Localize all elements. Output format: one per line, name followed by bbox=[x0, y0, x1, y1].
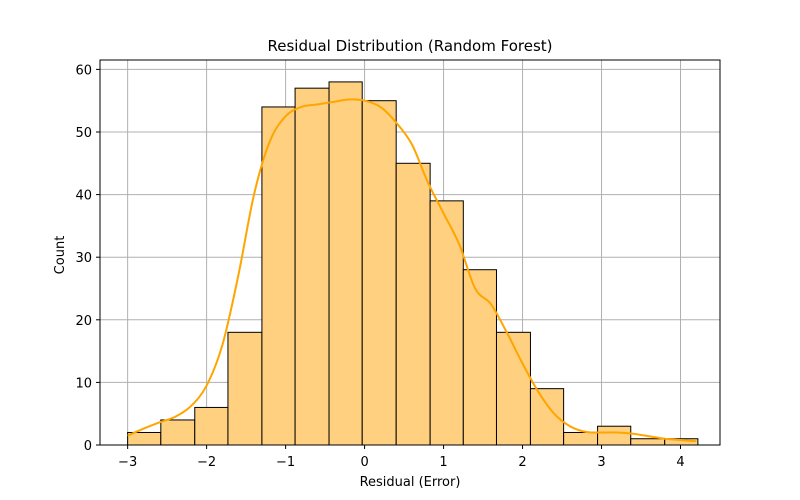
histogram-bar-5 bbox=[294, 87, 330, 446]
x-tick-label-7: 4 bbox=[676, 455, 684, 470]
y-tick-label-4: 40 bbox=[75, 189, 92, 204]
y-tick-label-0: 0 bbox=[84, 439, 92, 454]
x-tick-label-6: 3 bbox=[597, 455, 605, 470]
histogram-bar-3 bbox=[227, 331, 263, 446]
x-tick-label-2: −1 bbox=[276, 455, 295, 470]
y-axis-label: Count bbox=[53, 236, 68, 275]
y-tick-label-2: 20 bbox=[75, 314, 92, 329]
histogram-bar-7 bbox=[361, 100, 397, 446]
y-tick-label-3: 30 bbox=[75, 251, 92, 266]
histogram-bar-4 bbox=[261, 106, 296, 446]
y-tick-label-5: 50 bbox=[75, 126, 92, 141]
x-axis-label: Residual (Error) bbox=[360, 475, 461, 490]
histogram-bar-14 bbox=[597, 425, 632, 446]
x-tick-label-5: 2 bbox=[518, 455, 526, 470]
histogram-bar-2 bbox=[194, 406, 229, 446]
y-axis-ticks: 0 10 20 30 40 50 60 bbox=[75, 63, 100, 454]
chart-title: Residual Distribution (Random Forest) bbox=[268, 37, 553, 55]
histogram-bar-8 bbox=[395, 162, 431, 446]
x-axis-ticks: −3 −2 −1 0 1 2 3 4 bbox=[118, 445, 685, 470]
histogram-bar-15 bbox=[630, 438, 666, 446]
histogram-bar-1 bbox=[160, 419, 196, 446]
kde-curve bbox=[127, 98, 697, 443]
x-tick-label-4: 1 bbox=[439, 455, 447, 470]
kde-curve-layer bbox=[127, 98, 697, 443]
y-tick-label-1: 10 bbox=[75, 376, 92, 391]
histogram-bar-6 bbox=[328, 81, 363, 446]
histogram-bar-9 bbox=[429, 200, 464, 446]
histogram-bar-13 bbox=[563, 431, 599, 446]
x-tick-label-1: −2 bbox=[197, 455, 216, 470]
histogram-bars bbox=[127, 81, 699, 446]
plot-area-frame bbox=[99, 59, 721, 446]
x-tick-label-0: −3 bbox=[118, 455, 137, 470]
y-tick-label-6: 60 bbox=[75, 63, 92, 78]
histogram-bar-11 bbox=[495, 331, 531, 446]
x-tick-label-3: 0 bbox=[360, 455, 368, 470]
axes-frame bbox=[99, 59, 721, 446]
